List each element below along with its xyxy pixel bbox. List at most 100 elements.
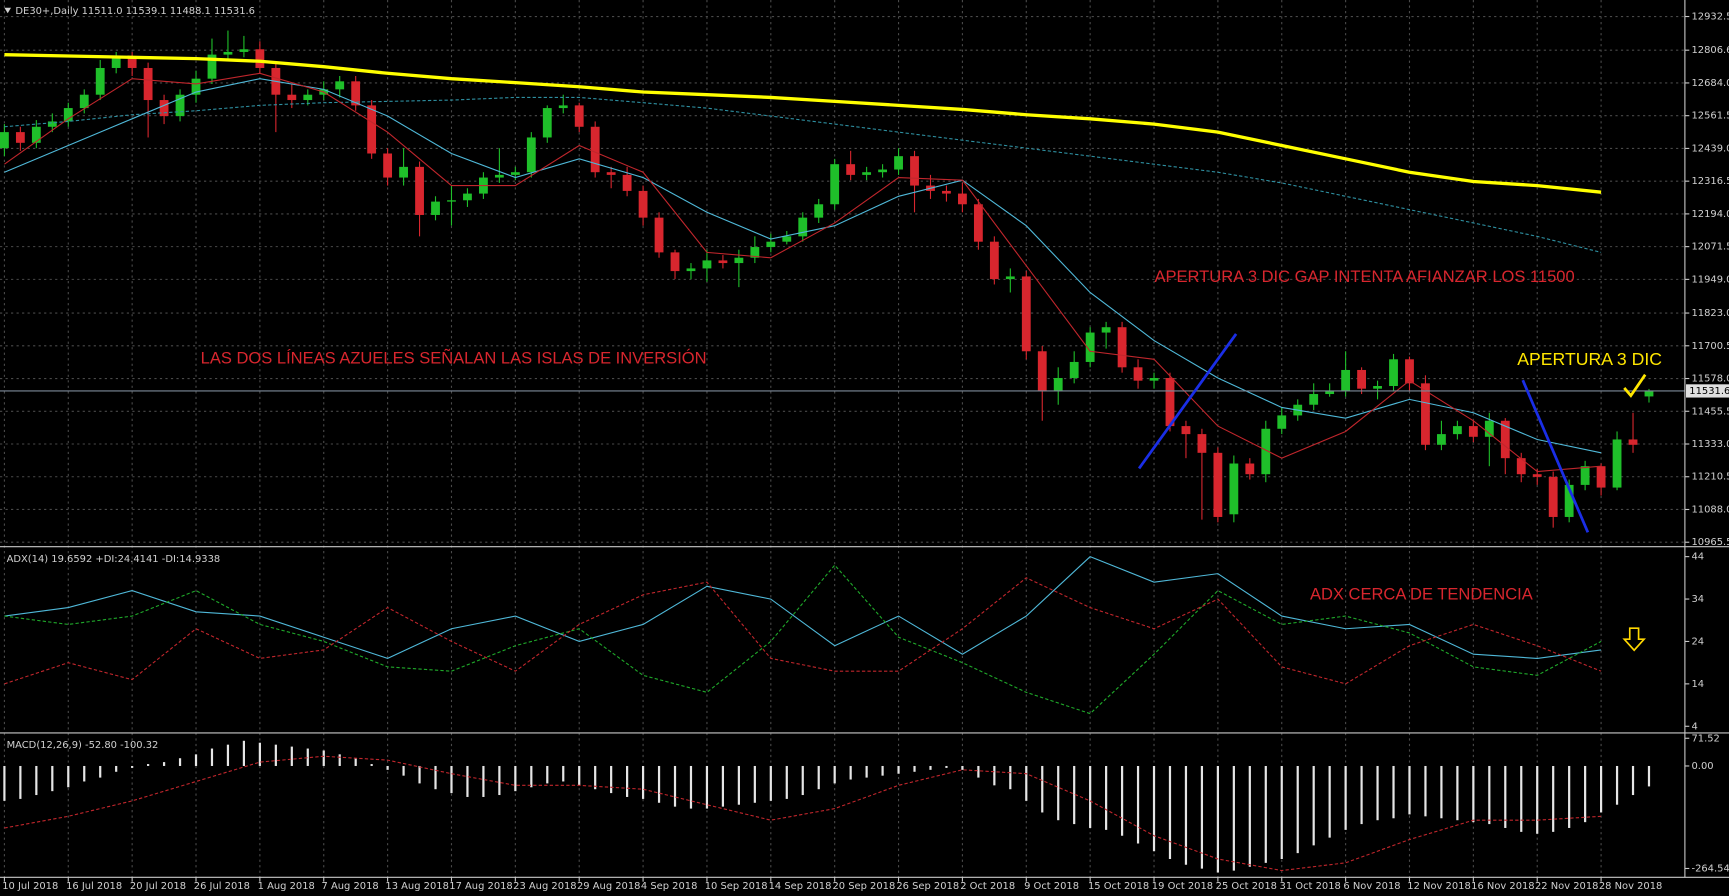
- x-tick-label: 17 Aug 2018: [449, 881, 512, 892]
- y-tick-label: 11455.5: [1692, 406, 1729, 417]
- x-tick-label: 4 Sep 2018: [641, 881, 697, 892]
- candle-body: [814, 204, 824, 218]
- candle-body: [1500, 420, 1510, 459]
- candle-body: [1373, 386, 1382, 389]
- y-tick-label: 44: [1692, 552, 1705, 563]
- candle-body: [1421, 383, 1430, 445]
- candle-body: [989, 241, 999, 280]
- x-tick-label: 7 Aug 2018: [322, 881, 379, 892]
- candle-body: [1069, 361, 1079, 378]
- y-tick-label: 24: [1692, 636, 1705, 647]
- candle-body: [159, 100, 169, 117]
- current-price-label: 11531.6: [1689, 386, 1729, 397]
- candle-body: [1133, 367, 1143, 381]
- candle-body: [1085, 332, 1095, 362]
- candle-body: [846, 164, 856, 175]
- candle-body: [973, 204, 983, 242]
- y-tick-label: 11088.0: [1692, 504, 1729, 515]
- candle-body: [734, 257, 744, 264]
- candle-body: [1053, 377, 1063, 392]
- candle-body: [510, 172, 520, 175]
- x-tick-label: 9 Oct 2018: [1024, 881, 1079, 892]
- candle-body: [1564, 484, 1574, 517]
- x-tick-label: 26 Jul 2018: [194, 881, 250, 892]
- candle-body: [1021, 276, 1031, 352]
- current-price-box: [1685, 384, 1729, 398]
- candle-body: [15, 132, 25, 143]
- x-tick-label: 20 Jul 2018: [130, 881, 186, 892]
- candle-body: [830, 164, 840, 205]
- x-tick-label: 6 Nov 2018: [1343, 881, 1400, 892]
- candle-body: [383, 153, 393, 178]
- trend-line: [1521, 379, 1590, 533]
- candle-body: [223, 51, 233, 55]
- x-tick-label: 10 Jul 2018: [2, 881, 58, 892]
- macd-title: MACD(12,26,9) -52.80 -100.32: [7, 740, 159, 751]
- y-tick-label: 12561.5: [1692, 111, 1729, 122]
- candle-body: [415, 166, 424, 215]
- candle-body: [670, 252, 680, 272]
- candle-body: [1277, 415, 1287, 429]
- x-tick-label: 22 Nov 2018: [1535, 881, 1598, 892]
- candle-body: [127, 57, 137, 68]
- trend-line: [1137, 333, 1238, 470]
- candle-body: [942, 190, 951, 194]
- grid: [0, 0, 1690, 882]
- candle-body: [654, 217, 664, 253]
- candle-body: [335, 81, 345, 90]
- candle-body: [1149, 377, 1159, 381]
- x-tick-label: 2 Oct 2018: [960, 881, 1015, 892]
- y-tick-label: 14: [1692, 679, 1705, 690]
- y-tick-label: 11210.5: [1692, 472, 1729, 483]
- x-tick-label: 26 Sep 2018: [896, 881, 959, 892]
- y-tick-label: 11949.0: [1692, 274, 1729, 285]
- candle-body: [111, 57, 121, 68]
- candle-body: [1197, 434, 1207, 453]
- candle-body: [622, 174, 632, 191]
- candle-body: [143, 67, 153, 101]
- y-tick-label: 12071.5: [1692, 242, 1729, 253]
- candle-body: [399, 166, 408, 178]
- candle-body: [1437, 434, 1446, 445]
- x-tick-label: 23 Aug 2018: [513, 881, 576, 892]
- candle-body: [1580, 466, 1590, 485]
- candle-body: [558, 105, 568, 109]
- candle-body: [1644, 390, 1654, 397]
- candle-body: [910, 156, 919, 186]
- candle-body: [1309, 394, 1319, 405]
- candle-body: [1261, 428, 1271, 475]
- y-tick-label: 11578.0: [1692, 374, 1729, 385]
- menu-icon: [4, 7, 12, 14]
- candle-body: [526, 137, 536, 173]
- candle-body: [1596, 466, 1606, 488]
- y-tick-label: 12684.0: [1692, 78, 1729, 89]
- indicator-line: [4, 556, 1602, 659]
- candle-body: [207, 54, 217, 79]
- arrow-icon: [1622, 627, 1646, 652]
- x-tick-label: 29 Aug 2018: [577, 881, 640, 892]
- candle-body: [1389, 359, 1398, 387]
- x-tick-label: 15 Oct 2018: [1088, 881, 1149, 892]
- marks: [0, 30, 1685, 873]
- candle-body: [638, 190, 648, 218]
- candle-body: [1245, 463, 1255, 475]
- y-tick-label: 4: [1692, 721, 1698, 732]
- indicator-line: [4, 755, 1602, 872]
- x-tick-label: 10 Sep 2018: [705, 881, 768, 892]
- x-tick-label: 19 Oct 2018: [1152, 881, 1213, 892]
- candle-body: [686, 268, 696, 272]
- candle-body: [351, 81, 361, 106]
- candle-body: [494, 174, 504, 178]
- x-tick-label: 16 Jul 2018: [66, 881, 122, 892]
- annotation: ADX CERCA DE TENDENCIA: [1310, 584, 1533, 603]
- candle-body: [31, 126, 41, 143]
- candle-body: [878, 169, 887, 173]
- candle-body: [303, 94, 313, 101]
- indicator-line: [4, 72, 1602, 473]
- y-tick-label: -264.54: [1692, 863, 1729, 874]
- candle-body: [239, 49, 249, 52]
- y-tick-label: 10965.5: [1692, 537, 1729, 548]
- indicator-line: [4, 78, 1602, 454]
